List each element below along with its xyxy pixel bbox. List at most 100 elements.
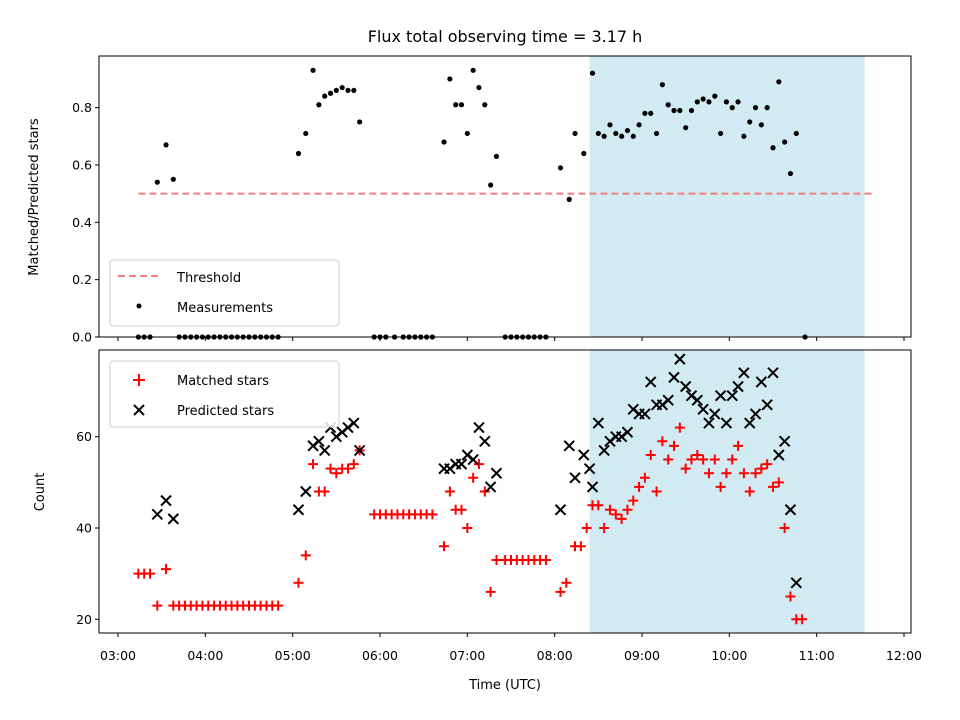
predicted-star-point: [674, 353, 686, 365]
bottom-y-tick-label: 40: [76, 521, 92, 536]
bottom-shaded-region: [589, 350, 865, 633]
top-plot-frame: [98, 55, 912, 338]
top-panel: 0.00.20.40.60.8 Matched/Predicted stars …: [27, 55, 912, 345]
bottom-legend-box: [109, 360, 340, 428]
x-tick-label: 08:00: [537, 648, 573, 663]
x-axis-label: Time (UTC): [468, 678, 541, 693]
matched-star-point: [657, 436, 668, 447]
matched-star-point: [456, 504, 467, 515]
bottom-panel: 03:00 04:00 05:00 06:00 07:00 08:00 09:00 10:00…: [33, 349, 922, 693]
matched-star-point: [762, 459, 773, 470]
predicted-star-point: [583, 462, 596, 475]
matched-star-point: [308, 459, 319, 470]
top-legend: Threshold Measurements: [109, 259, 340, 327]
matched-star-point: [669, 440, 680, 451]
predicted-star-point: [726, 389, 738, 402]
matched-star-point: [575, 541, 586, 552]
predicted-star-point: [318, 444, 331, 457]
top-y-tick-label: 0.0: [72, 330, 92, 345]
matched-star-point: [348, 459, 359, 470]
legend-predicted-swatch: [133, 404, 145, 416]
matched-star-point: [733, 440, 744, 451]
measurement-point: [322, 93, 328, 99]
bottom-y-tick-label: 60: [76, 429, 92, 444]
bottom-axis-ticks: 03:00 04:00 05:00 06:00 07:00 08:00 09:00 10:00…: [76, 429, 922, 663]
predicted-star-point: [732, 380, 744, 393]
x-tick-label: 10:00: [711, 648, 747, 663]
predicted-star-point: [348, 417, 360, 429]
measurement-point: [636, 122, 642, 128]
matched-star-point: [273, 600, 284, 611]
matched-star-point: [462, 523, 473, 534]
predicted-star-point: [697, 403, 709, 416]
bottom-plot-frame: [98, 349, 912, 634]
predicted-stars-points: [151, 353, 802, 589]
measurement-point: [613, 130, 619, 137]
predicted-star-point: [778, 435, 791, 447]
predicted-star-point: [554, 504, 567, 516]
matched-star-point: [651, 486, 662, 497]
matched-star-point: [750, 468, 761, 479]
top-y-tick-label: 0.4: [72, 215, 92, 230]
matched-star-point: [427, 509, 438, 520]
matched-star-point: [610, 509, 621, 520]
measurement-point: [718, 130, 724, 137]
measurement-point: [581, 150, 587, 157]
measurement-point: [589, 70, 596, 76]
bottom-y-tick-label: 20: [76, 612, 92, 627]
matched-star-point: [319, 486, 330, 497]
matched-star-point: [622, 504, 633, 515]
measurement-point: [345, 87, 351, 94]
matched-star-point: [473, 459, 484, 470]
predicted-star-point: [455, 458, 468, 470]
matched-star-point: [479, 486, 490, 497]
measurement-point: [624, 127, 631, 134]
measurement-point: [729, 105, 735, 111]
matched-star-point: [768, 481, 778, 492]
matched-star-point: [161, 564, 172, 575]
predicted-star-point: [784, 504, 797, 516]
matched-star-point: [797, 614, 808, 625]
predicted-star-point: [703, 417, 715, 429]
matched-star-point: [555, 586, 566, 597]
matched-star-point: [561, 577, 572, 588]
top-shaded-region: [589, 56, 865, 337]
legend-measurements-label: Measurements: [177, 301, 273, 316]
legend-threshold-label: Threshold: [176, 271, 241, 286]
matched-star-point: [581, 523, 592, 534]
predicted-star-point: [773, 449, 785, 461]
measurement-point: [154, 179, 160, 185]
measurement-point: [793, 130, 799, 137]
predicted-star-point: [490, 467, 503, 479]
measurement-point: [706, 99, 712, 105]
measurement-point: [619, 133, 625, 139]
measurement-point: [601, 133, 607, 139]
measurement-point: [357, 119, 363, 125]
measurement-point: [712, 93, 718, 99]
matched-star-point: [634, 481, 645, 492]
predicted-star-point: [645, 376, 657, 388]
predicted-star-point: [720, 417, 733, 429]
measurement-point: [163, 142, 169, 148]
matched-star-point: [628, 495, 639, 506]
matched-star-point: [593, 500, 604, 511]
matched-star-point: [616, 513, 627, 524]
matched-star-point: [145, 568, 156, 579]
predicted-star-point: [467, 453, 479, 466]
x-tick-label: 04:00: [187, 648, 223, 663]
measurement-point: [677, 107, 683, 114]
matched-star-point: [756, 463, 767, 474]
x-tick-label: 06:00: [362, 648, 398, 663]
predicted-star-point: [151, 508, 164, 521]
predicted-star-point: [790, 577, 802, 589]
matched-star-point: [709, 454, 720, 465]
measurement-point: [339, 84, 345, 91]
matched-star-point: [738, 468, 749, 479]
matched-star-point: [698, 454, 709, 465]
measurement-point: [741, 133, 747, 139]
legend-matched-label: Matched stars: [177, 374, 269, 389]
matched-star-point: [686, 454, 697, 465]
matched-star-point: [300, 550, 311, 561]
predicted-star-point: [744, 417, 756, 429]
matched-star-point: [715, 481, 726, 492]
